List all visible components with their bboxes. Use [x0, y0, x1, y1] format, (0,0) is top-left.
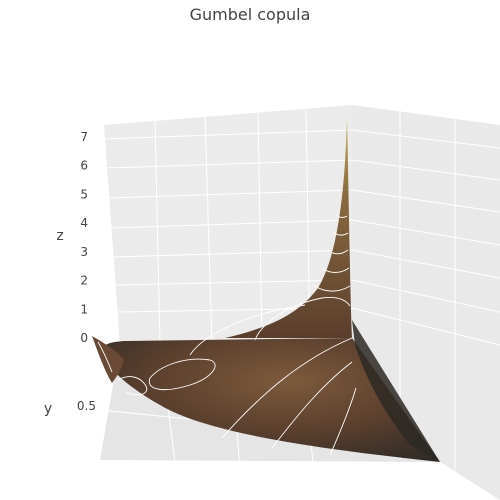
contour-lines — [97, 214, 357, 456]
grid-line — [351, 219, 500, 246]
z-axis-ticks: 0 1 2 3 4 5 6 7 — [80, 130, 88, 345]
grid-line — [105, 159, 353, 169]
contour-line — [327, 249, 349, 255]
y-axis-ticks: 0.5 — [77, 399, 96, 413]
z-axis-title: z — [56, 228, 63, 244]
surface — [99, 338, 441, 462]
contour-line — [148, 358, 216, 391]
chart-title: Gumbel copula — [189, 5, 311, 24]
right-wall — [352, 105, 500, 500]
grid-line — [351, 159, 500, 181]
grid-line — [109, 219, 353, 229]
grid-line — [154, 119, 161, 346]
contour-line — [117, 376, 148, 396]
contour-line — [321, 267, 350, 273]
grid-line — [351, 189, 500, 213]
contour-line — [271, 361, 353, 449]
contour-line — [312, 284, 351, 292]
grid-line — [111, 249, 353, 258]
grid-line — [107, 189, 353, 199]
z-tick-label: 1 — [80, 302, 88, 316]
back-wall — [104, 105, 352, 345]
contour-line — [335, 214, 348, 218]
grid-line — [103, 129, 353, 140]
grid-line — [113, 279, 353, 286]
grid-line — [351, 307, 500, 346]
z-tick-label: 3 — [80, 245, 88, 259]
surface-peak — [225, 118, 352, 338]
grid-line — [351, 249, 500, 279]
z-tick-label: 7 — [80, 130, 88, 144]
z-tick-label: 4 — [80, 216, 88, 230]
z-tick-label: 5 — [80, 187, 88, 201]
y-tick-label: 0.5 — [77, 399, 96, 413]
surface-right-edge — [352, 320, 440, 462]
grid-line — [351, 129, 500, 149]
z-tick-label: 0 — [80, 331, 88, 345]
grid-line — [257, 110, 263, 346]
contour-line — [254, 297, 351, 341]
contour-line — [329, 387, 357, 456]
grid-line — [204, 114, 213, 346]
contour-line — [221, 337, 353, 439]
surface-left-edge — [92, 336, 124, 383]
contour-line — [189, 304, 306, 356]
z-tick-label: 2 — [80, 274, 88, 288]
contour-line — [97, 341, 113, 373]
y-axis-title: y — [44, 401, 52, 417]
z-tick-label: 6 — [80, 159, 88, 173]
grid-line — [351, 279, 500, 313]
contour-line — [332, 231, 349, 236]
